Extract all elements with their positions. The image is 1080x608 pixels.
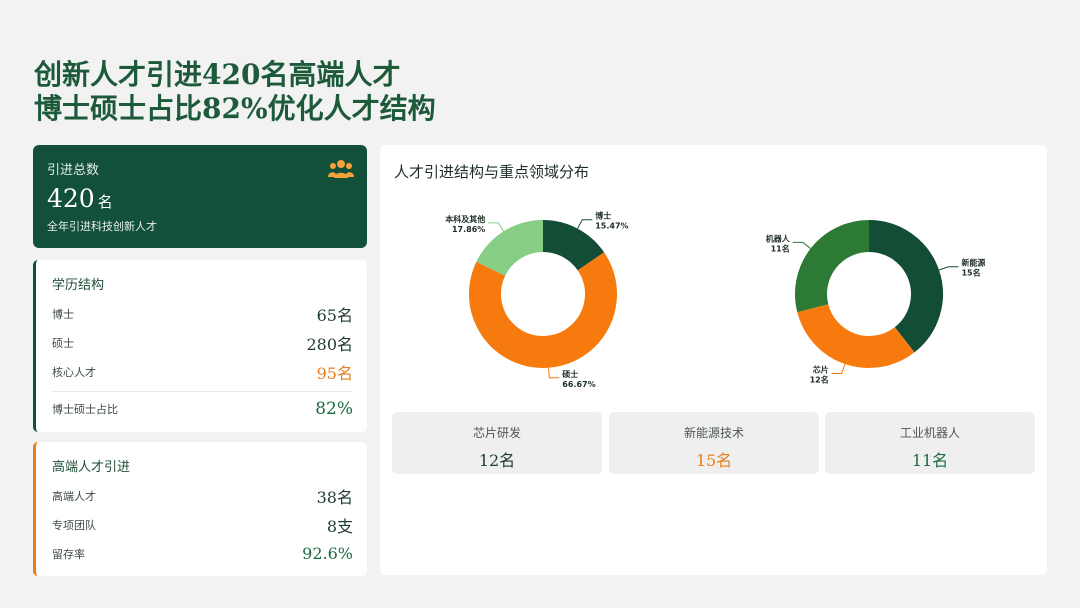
stat-value: 11名 [911, 451, 949, 470]
talent-row-retention: 留存率 92.6% [52, 539, 353, 568]
education-row-ratio: 博士硕士占比 82% [52, 394, 353, 423]
slice-value: 66.67% [562, 380, 595, 389]
education-row-master: 硕士 280名 [52, 328, 353, 357]
leader-line [548, 367, 560, 379]
summary-desc: 全年引进科技创新人才 [47, 220, 157, 233]
donut-slice-1-1 [797, 303, 915, 368]
donut-slice-0-2 [476, 220, 544, 277]
leader-line [792, 241, 811, 249]
education-row-phd: 博士 65名 [52, 299, 353, 328]
education-row-core: 核心人才 95名 [52, 357, 353, 386]
ratio-label: 博士硕士占比 [52, 402, 118, 416]
talent-row-team: 专项团队 8支 [52, 510, 353, 539]
title-line-2: 博士硕士占比82%优化人才结构 [34, 92, 436, 125]
donut-slice-1-0 [868, 220, 943, 353]
row-value: 38名 [316, 487, 353, 507]
slice-value: 17.86% [452, 225, 485, 234]
stat-label: 芯片研发 [472, 426, 521, 440]
row-label: 专项团队 [52, 518, 96, 532]
slice-value: 15名 [961, 268, 980, 278]
ratio-value: 82% [315, 398, 353, 419]
stat-chip: 芯片研发 12名 [392, 412, 602, 474]
slice-label: 本科及其他 [444, 214, 485, 224]
stat-robot: 工业机器人 11名 [825, 412, 1035, 474]
row-label: 留存率 [52, 547, 85, 561]
summary-value: 420 名 [47, 184, 353, 213]
row-label: 博士 [52, 307, 74, 321]
leader-line [938, 266, 959, 271]
stat-value: 12名 [478, 451, 516, 470]
stat-label: 新能源技术 [683, 426, 744, 440]
row-value: 280名 [306, 334, 353, 354]
leader-line [577, 219, 593, 229]
row-label: 核心人才 [52, 365, 96, 379]
summary-label: 引进总数 [47, 163, 100, 178]
stat-label: 工业机器人 [899, 426, 960, 440]
slice-value: 12名 [810, 374, 829, 384]
stat-value: 15名 [695, 451, 733, 470]
row-value: 95名 [316, 363, 353, 383]
donut-slice-0-1 [469, 252, 617, 368]
talent-card: 高端人才引进 高端人才 38名 专项团队 8支 留存率 92.6% [33, 442, 367, 576]
talent-title: 高端人才引进 [52, 460, 131, 475]
slice-label: 博士 [595, 211, 611, 221]
row-value: 65名 [316, 305, 353, 325]
education-title: 学历结构 [52, 278, 105, 293]
panel-title: 人才引进结构与重点领域分布 [394, 163, 590, 181]
summary-number: 420 [47, 184, 95, 213]
people-icon [328, 160, 354, 178]
row-value: 92.6% [302, 544, 353, 563]
title-line-1: 创新人才引进420名高端人才 [34, 58, 401, 91]
slice-value: 11名 [771, 243, 790, 253]
row-label: 高端人才 [52, 489, 96, 503]
donut-slice-1-2 [795, 220, 870, 313]
divider [52, 391, 353, 392]
talent-row-high: 高端人才 38名 [52, 481, 353, 510]
slice-label: 机器人 [766, 233, 791, 243]
donut-slice-0-0 [542, 220, 605, 271]
row-label: 硕士 [52, 336, 74, 350]
slice-label: 新能源 [961, 258, 985, 268]
slice-label: 硕士 [562, 369, 578, 379]
education-card: 学历结构 博士 65名 硕士 280名 核心人才 95名 博士硕士占比 82% [33, 260, 367, 432]
chart-panel: 人才引进结构与重点领域分布 博士 15.47% 硕士 66.67% 本科及其他 17.86… [380, 145, 1047, 575]
leader-line [831, 363, 846, 374]
row-value: 8支 [326, 516, 353, 536]
summary-card: 引进总数 420 名 全年引进科技创新人才 [33, 145, 367, 248]
slice-label: 芯片 [813, 364, 829, 374]
page-title: 创新人才引进420名高端人才 博士硕士占比82%优化人才结构 [34, 58, 436, 126]
leader-line [488, 222, 505, 232]
summary-unit: 名 [97, 193, 113, 211]
stat-energy: 新能源技术 15名 [609, 412, 819, 474]
slice-value: 15.47% [595, 222, 628, 231]
